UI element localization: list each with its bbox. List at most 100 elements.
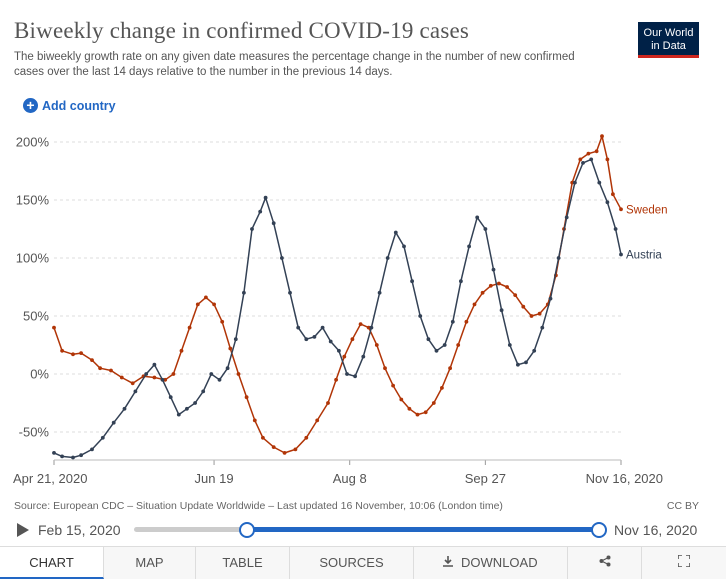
add-country-button[interactable]: + Add country bbox=[23, 98, 116, 113]
data-point bbox=[228, 346, 233, 351]
data-point bbox=[79, 453, 83, 458]
data-point bbox=[100, 435, 105, 440]
data-point bbox=[472, 302, 477, 307]
data-point bbox=[320, 325, 325, 330]
tab-table[interactable]: TABLE bbox=[196, 547, 290, 579]
data-point bbox=[130, 381, 135, 386]
data-point bbox=[209, 372, 214, 376]
data-point bbox=[434, 348, 439, 353]
data-point bbox=[133, 389, 138, 394]
data-point bbox=[236, 372, 241, 376]
data-point bbox=[185, 406, 189, 411]
data-point bbox=[399, 397, 404, 402]
share-icon bbox=[599, 555, 611, 570]
data-point bbox=[111, 420, 116, 425]
data-point bbox=[507, 343, 512, 347]
data-point bbox=[383, 366, 387, 371]
fullscreen-button[interactable] bbox=[642, 547, 726, 579]
timeline-start-handle[interactable] bbox=[239, 522, 255, 538]
tab-label: TABLE bbox=[222, 555, 263, 570]
data-point bbox=[90, 447, 94, 452]
data-point bbox=[304, 435, 309, 440]
data-point bbox=[152, 375, 157, 380]
data-point bbox=[619, 207, 623, 212]
data-point bbox=[431, 401, 436, 405]
data-point bbox=[532, 348, 537, 353]
data-point bbox=[488, 283, 493, 288]
data-point bbox=[570, 180, 575, 185]
series-label-sweden: Sweden bbox=[626, 204, 668, 216]
fullscreen-icon bbox=[677, 554, 691, 570]
data-point bbox=[315, 418, 320, 423]
data-point bbox=[337, 348, 341, 353]
data-point bbox=[152, 362, 157, 367]
data-point bbox=[171, 372, 176, 376]
data-point bbox=[160, 377, 165, 382]
timeline: Feb 15, 2020 Nov 16, 2020 bbox=[0, 516, 726, 546]
data-point bbox=[369, 325, 374, 330]
data-point bbox=[312, 335, 317, 339]
tab-bar: CHART MAP TABLE SOURCES DOWNLOAD bbox=[0, 546, 726, 579]
data-point bbox=[334, 377, 338, 382]
data-point bbox=[415, 412, 420, 417]
license-link[interactable]: CC BY bbox=[666, 500, 699, 512]
data-point bbox=[71, 352, 75, 357]
page-title: Biweekly change in confirmed COVID-19 ca… bbox=[14, 18, 470, 43]
data-point bbox=[611, 192, 615, 197]
data-point bbox=[513, 293, 518, 297]
data-point bbox=[440, 386, 444, 390]
data-point bbox=[122, 406, 127, 411]
source-note: Source: European CDC – Situation Update … bbox=[14, 500, 503, 512]
data-point bbox=[79, 351, 83, 355]
y-tick-label: 200% bbox=[16, 135, 50, 150]
y-tick-label: 0% bbox=[30, 367, 49, 382]
data-point bbox=[573, 180, 577, 185]
data-point bbox=[497, 281, 501, 286]
data-point bbox=[464, 319, 469, 324]
timeline-start-date: Feb 15, 2020 bbox=[38, 522, 121, 538]
play-icon[interactable] bbox=[17, 523, 29, 537]
data-point bbox=[326, 401, 330, 405]
data-point bbox=[271, 221, 276, 226]
tab-sources[interactable]: SOURCES bbox=[290, 547, 414, 579]
y-tick-label: 150% bbox=[16, 193, 50, 208]
data-point bbox=[410, 279, 414, 284]
data-point bbox=[480, 290, 485, 295]
plus-circle-icon: + bbox=[23, 98, 38, 113]
data-point bbox=[361, 354, 366, 359]
series-labels: Sweden Austria bbox=[626, 204, 668, 261]
timeline-selected-range[interactable] bbox=[246, 527, 598, 532]
timeline-end-date: Nov 16, 2020 bbox=[614, 522, 698, 538]
series-lines bbox=[52, 134, 623, 460]
share-button[interactable] bbox=[568, 547, 642, 579]
data-point bbox=[176, 412, 181, 417]
data-point bbox=[350, 337, 355, 342]
data-point bbox=[385, 256, 390, 260]
data-point bbox=[233, 337, 238, 342]
data-point bbox=[548, 296, 553, 301]
data-point bbox=[491, 267, 496, 272]
tab-label: CHART bbox=[29, 555, 74, 570]
data-point bbox=[377, 290, 382, 295]
tab-chart[interactable]: CHART bbox=[0, 547, 104, 579]
data-point bbox=[475, 215, 480, 220]
data-point bbox=[564, 215, 569, 220]
data-point bbox=[556, 256, 561, 260]
data-point bbox=[418, 314, 423, 318]
data-point bbox=[578, 157, 583, 162]
data-point bbox=[459, 279, 463, 284]
data-point bbox=[353, 374, 357, 379]
timeline-end-handle[interactable] bbox=[591, 522, 607, 538]
tab-download[interactable]: DOWNLOAD bbox=[414, 547, 568, 579]
series-line-sweden bbox=[53, 135, 622, 454]
data-point bbox=[304, 337, 309, 342]
data-point bbox=[619, 252, 623, 257]
grid-lines bbox=[54, 141, 621, 433]
data-point bbox=[393, 230, 398, 235]
owid-logo[interactable]: Our World in Data bbox=[638, 22, 699, 58]
data-point bbox=[499, 308, 504, 313]
logo-line-1: Our World bbox=[643, 27, 694, 39]
data-point bbox=[288, 290, 292, 295]
download-icon bbox=[443, 547, 454, 579]
tab-map[interactable]: MAP bbox=[104, 547, 196, 579]
